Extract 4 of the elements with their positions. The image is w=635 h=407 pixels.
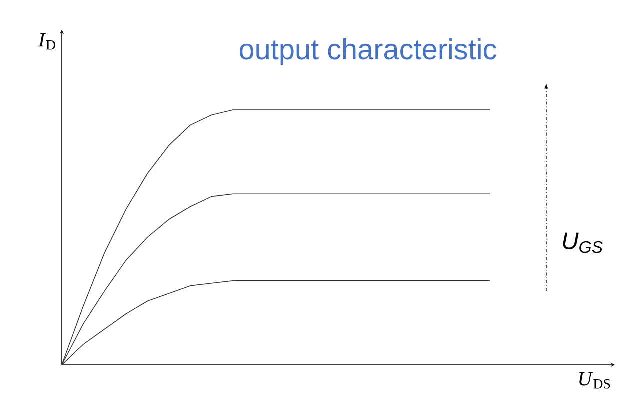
y-axis-title: I$_{D}$ xyxy=(38,34,56,50)
chart-title: output characteristic xyxy=(240,38,496,66)
x-axis-title: U$_{DS}$ xyxy=(580,372,610,389)
text: U$_{GS}$ xyxy=(563,232,603,254)
